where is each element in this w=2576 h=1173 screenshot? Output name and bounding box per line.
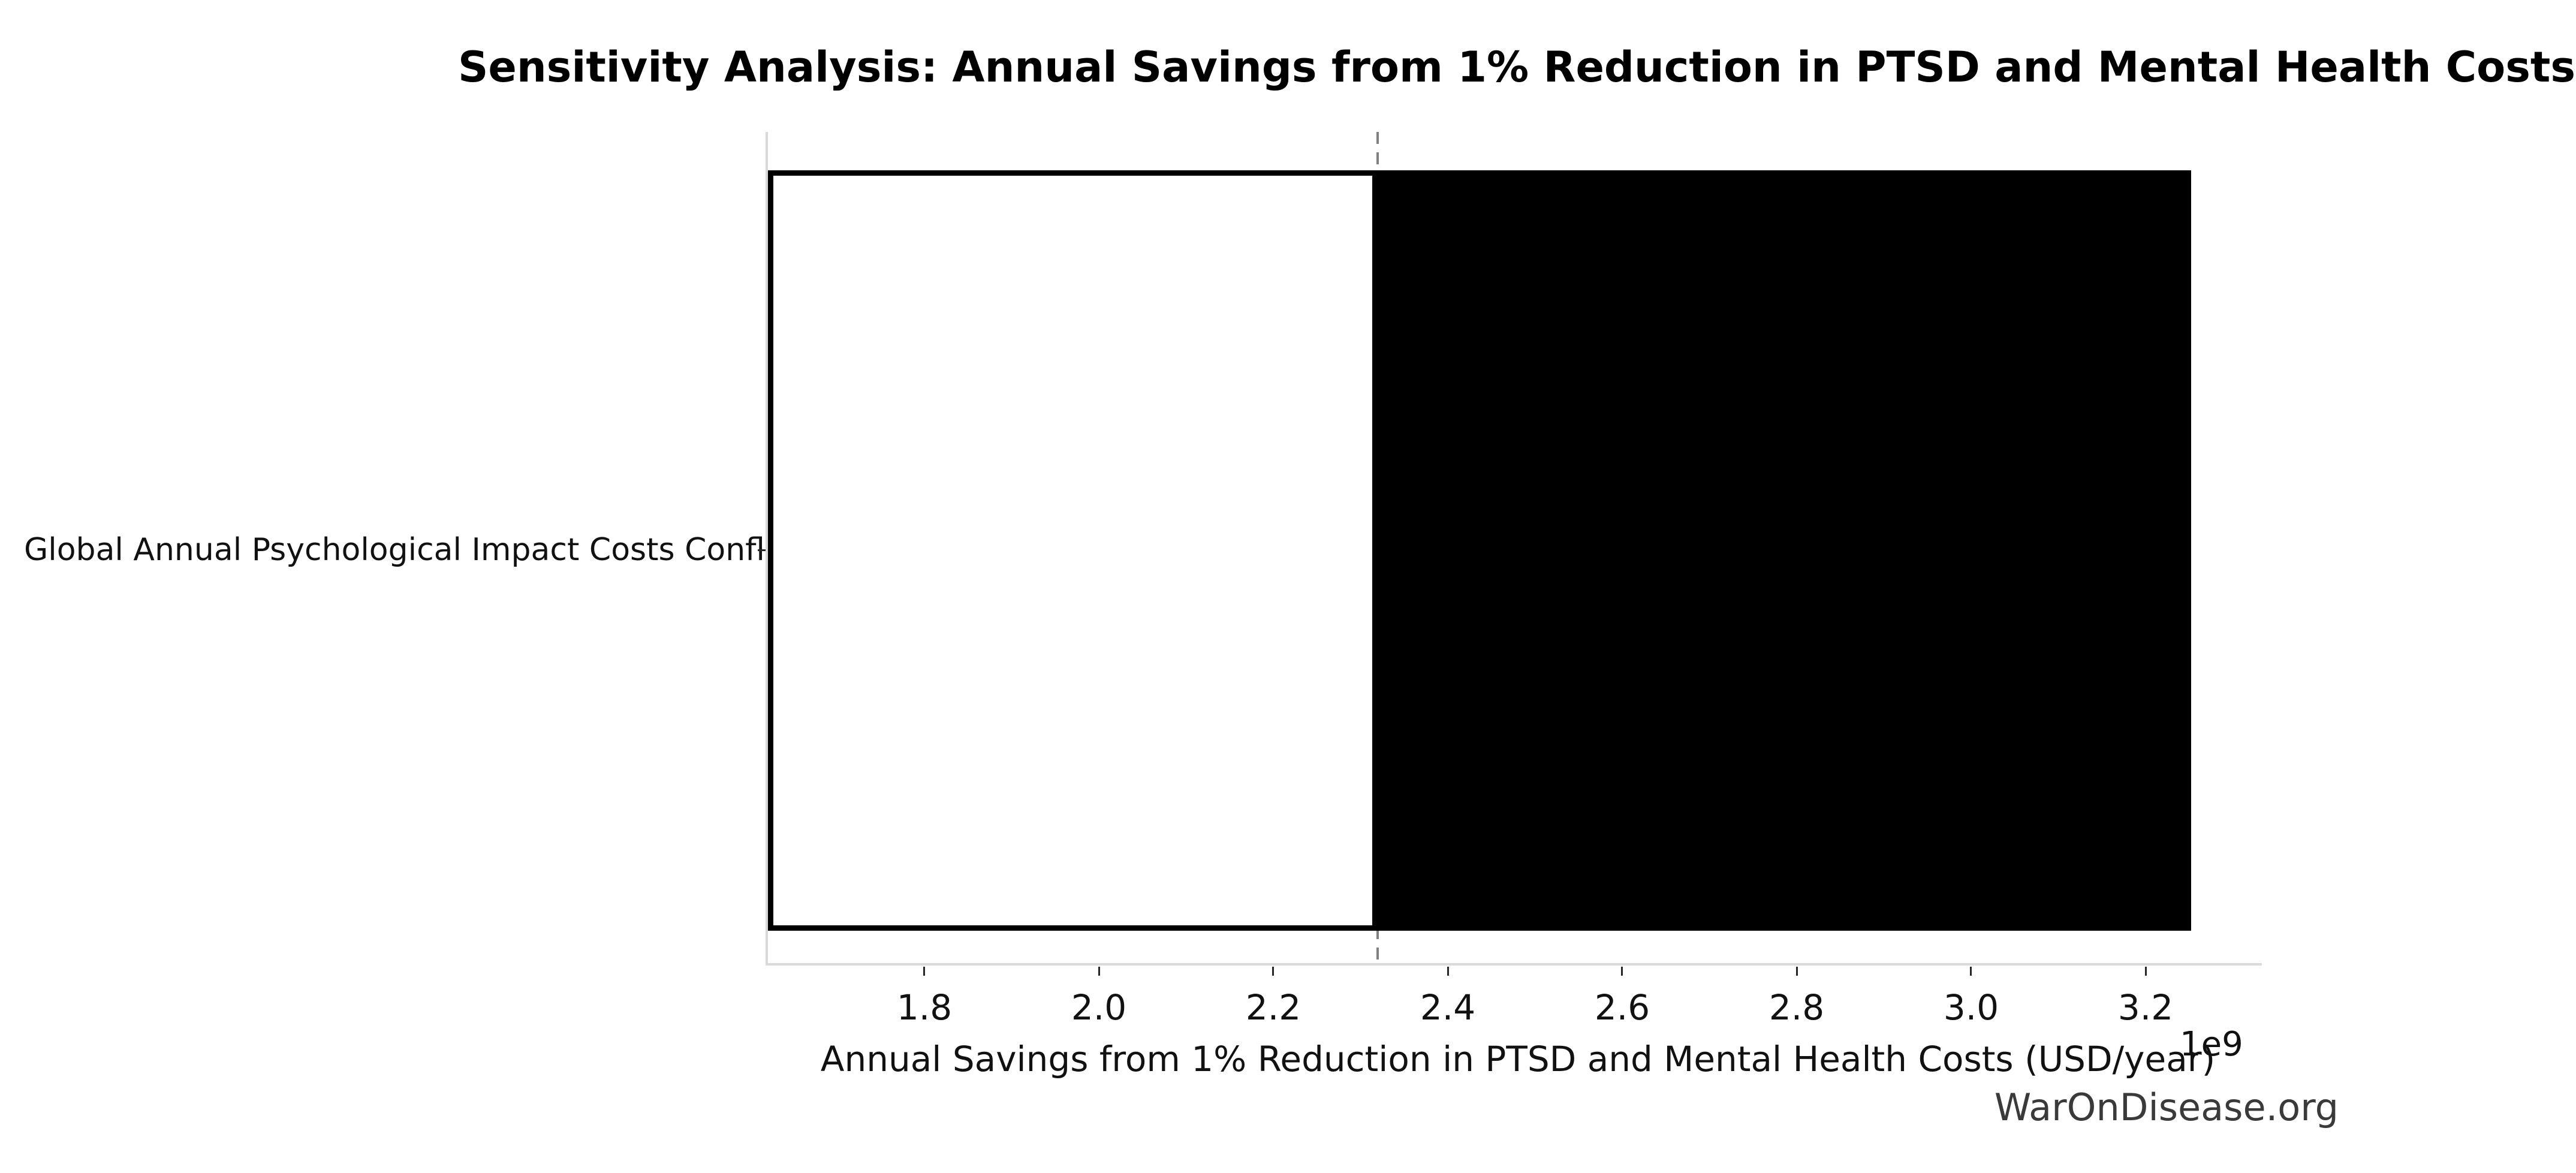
axis-offset-multiplier: 1e9 (2180, 1025, 2243, 1064)
x-tick-mark (2145, 967, 2147, 976)
x-tick-label: 2.6 (1594, 987, 1650, 1028)
x-tick-mark (1447, 967, 1449, 976)
watermark: WarOnDisease.org (1994, 1085, 2339, 1129)
x-axis-label: Annual Savings from 1% Reduction in PTSD… (820, 1039, 2216, 1079)
high-sensitivity-bar (1378, 170, 2191, 931)
y-tick-mark (758, 549, 767, 551)
x-tick-mark (1098, 967, 1100, 976)
x-tick-mark (1621, 967, 1623, 976)
x-tick-label: 2.4 (1420, 987, 1476, 1028)
x-tick-mark (923, 967, 925, 976)
low-sensitivity-bar (768, 170, 1378, 931)
x-tick-mark (1970, 967, 1972, 976)
y-category-label: Global Annual Psychological Impact Costs… (24, 532, 803, 568)
x-tick-mark (1796, 967, 1798, 976)
x-tick-label: 3.2 (2117, 987, 2174, 1028)
x-tick-label: 2.2 (1245, 987, 1301, 1028)
x-tick-mark (1272, 967, 1274, 976)
x-tick-label: 3.0 (1943, 987, 1999, 1028)
plot-area (766, 132, 2262, 966)
x-tick-label: 2.8 (1768, 987, 1825, 1028)
x-tick-label: 2.0 (1071, 987, 1127, 1028)
chart-title: Sensitivity Analysis: Annual Savings fro… (457, 43, 2576, 92)
x-tick-label: 1.8 (896, 987, 953, 1028)
